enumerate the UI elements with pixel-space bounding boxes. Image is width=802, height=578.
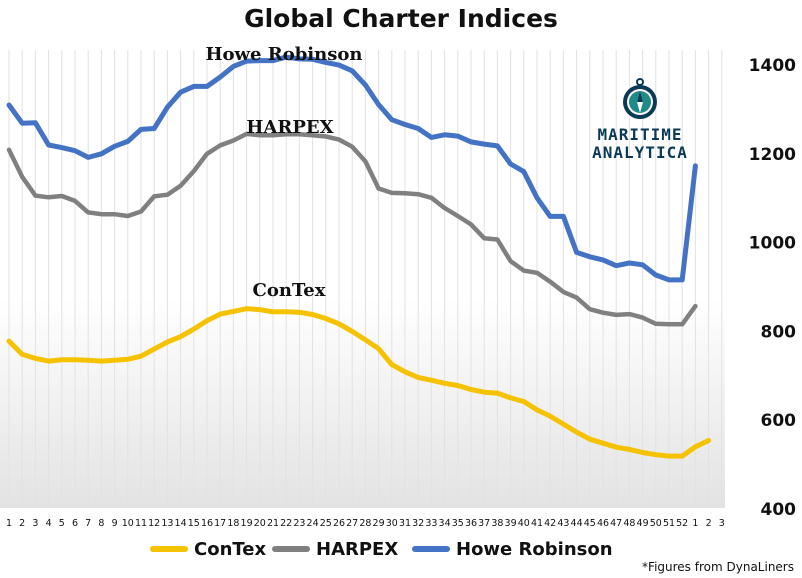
x-tick-label: 48 (623, 518, 635, 529)
x-tick-label: 13 (161, 518, 173, 529)
series-line-contex (6, 306, 712, 459)
x-tick-label: 20 (254, 518, 266, 529)
x-tick-label: 41 (531, 518, 543, 529)
series-annotations: ConTex HARPEX Howe Robinson (206, 44, 363, 301)
x-tick-label: 24 (307, 518, 319, 529)
x-tick-label: 27 (346, 518, 358, 529)
x-tick-label: 28 (359, 518, 371, 529)
x-tick-label: 3 (32, 518, 38, 529)
y-tick-label: 800 (761, 322, 797, 342)
x-tick-label: 30 (386, 518, 398, 529)
annotation-howe-robinson: Howe Robinson (206, 44, 363, 65)
x-tick-label: 51 (663, 518, 675, 529)
legend-swatch-harpex (272, 546, 310, 552)
x-tick-label: 43 (557, 518, 569, 529)
x-tick-label: 21 (267, 518, 279, 529)
x-tick-label: 16 (201, 518, 213, 529)
x-tick-label: 1 (6, 518, 12, 529)
x-tick-label: 15 (188, 518, 200, 529)
annotation-contex: ConTex (253, 280, 326, 301)
x-tick-label: 33 (425, 518, 437, 529)
legend: ConTex HARPEX Howe Robinson (0, 536, 802, 562)
x-tick-label: 2 (706, 518, 712, 529)
legend-swatch-contex (150, 546, 188, 552)
x-tick-labels: 1 2 3 4 5 6 7 8 9 10 11 12 13 14 15 16 17 18 19 20 21 22 23 24 2… (6, 518, 725, 529)
x-tick-label: 37 (478, 518, 490, 529)
y-tick-label: 1400 (749, 56, 796, 76)
legend-item-harpex: HARPEX (272, 536, 398, 562)
x-tick-label: 7 (85, 518, 91, 529)
legend-label-howe-robinson: Howe Robinson (456, 538, 613, 560)
x-tick-label: 18 (227, 518, 239, 529)
x-tick-label: 32 (412, 518, 424, 529)
series-line-harpex (6, 131, 698, 327)
x-tick-label: 38 (491, 518, 503, 529)
x-tick-label: 9 (112, 518, 118, 529)
x-tick-label: 50 (650, 518, 662, 529)
x-tick-label: 14 (175, 518, 187, 529)
x-tick-label: 29 (373, 518, 385, 529)
logo: MARITIME ANALYTICA (590, 78, 690, 178)
x-tick-label: 1 (692, 518, 698, 529)
x-tick-label: 49 (637, 518, 649, 529)
x-tick-label: 47 (610, 518, 622, 529)
x-tick-label: 19 (241, 518, 253, 529)
footnote: *Figures from DynaLiners (642, 560, 794, 574)
x-tick-label: 22 (280, 518, 292, 529)
y-tick-label: 1200 (749, 145, 796, 165)
legend-item-contex: ConTex (150, 536, 266, 562)
x-tick-label: 36 (465, 518, 477, 529)
x-tick-label: 4 (46, 518, 52, 529)
x-tick-label: 23 (293, 518, 305, 529)
x-tick-label: 52 (676, 518, 688, 529)
x-tick-label: 2 (19, 518, 25, 529)
series-layer (6, 54, 712, 459)
plot-background (0, 42, 725, 508)
legend-label-contex: ConTex (194, 538, 267, 560)
x-tick-label: 6 (72, 518, 78, 529)
x-tick-label: 34 (439, 518, 451, 529)
x-tick-label: 8 (98, 518, 104, 529)
compass-icon (623, 78, 657, 119)
x-tick-label: 3 (719, 518, 725, 529)
y-tick-label: 400 (761, 500, 797, 520)
x-tick-label: 40 (518, 518, 530, 529)
grid-lines (8, 50, 723, 508)
annotation-harpex: HARPEX (246, 117, 333, 138)
x-tick-label: 12 (148, 518, 160, 529)
x-tick-label: 39 (505, 518, 517, 529)
x-tick-label: 25 (320, 518, 332, 529)
legend-swatch-howe-robinson (412, 546, 450, 552)
y-tick-label: 600 (761, 411, 797, 431)
x-tick-label: 46 (597, 518, 609, 529)
x-tick-label: 5 (59, 518, 65, 529)
x-tick-label: 44 (571, 518, 583, 529)
logo-line-2: ANALYTICA (592, 143, 688, 162)
series-line-howe-robinson (6, 54, 698, 283)
x-tick-label: 17 (214, 518, 226, 529)
x-tick-label: 11 (135, 518, 147, 529)
y-tick-label: 1000 (749, 234, 796, 254)
x-tick-label: 10 (122, 518, 134, 529)
x-tick-label: 42 (544, 518, 556, 529)
logo-line-1: MARITIME (597, 125, 683, 144)
y-tick-labels: 400 600 800 1000 1200 1400 (749, 56, 796, 520)
x-tick-label: 35 (452, 518, 464, 529)
x-tick-label: 26 (333, 518, 345, 529)
legend-label-harpex: HARPEX (316, 538, 399, 560)
x-tick-label: 31 (399, 518, 411, 529)
chart-title: Global Charter Indices (244, 4, 558, 33)
x-tick-label: 45 (584, 518, 596, 529)
legend-item-howe-robinson: Howe Robinson (412, 536, 613, 562)
